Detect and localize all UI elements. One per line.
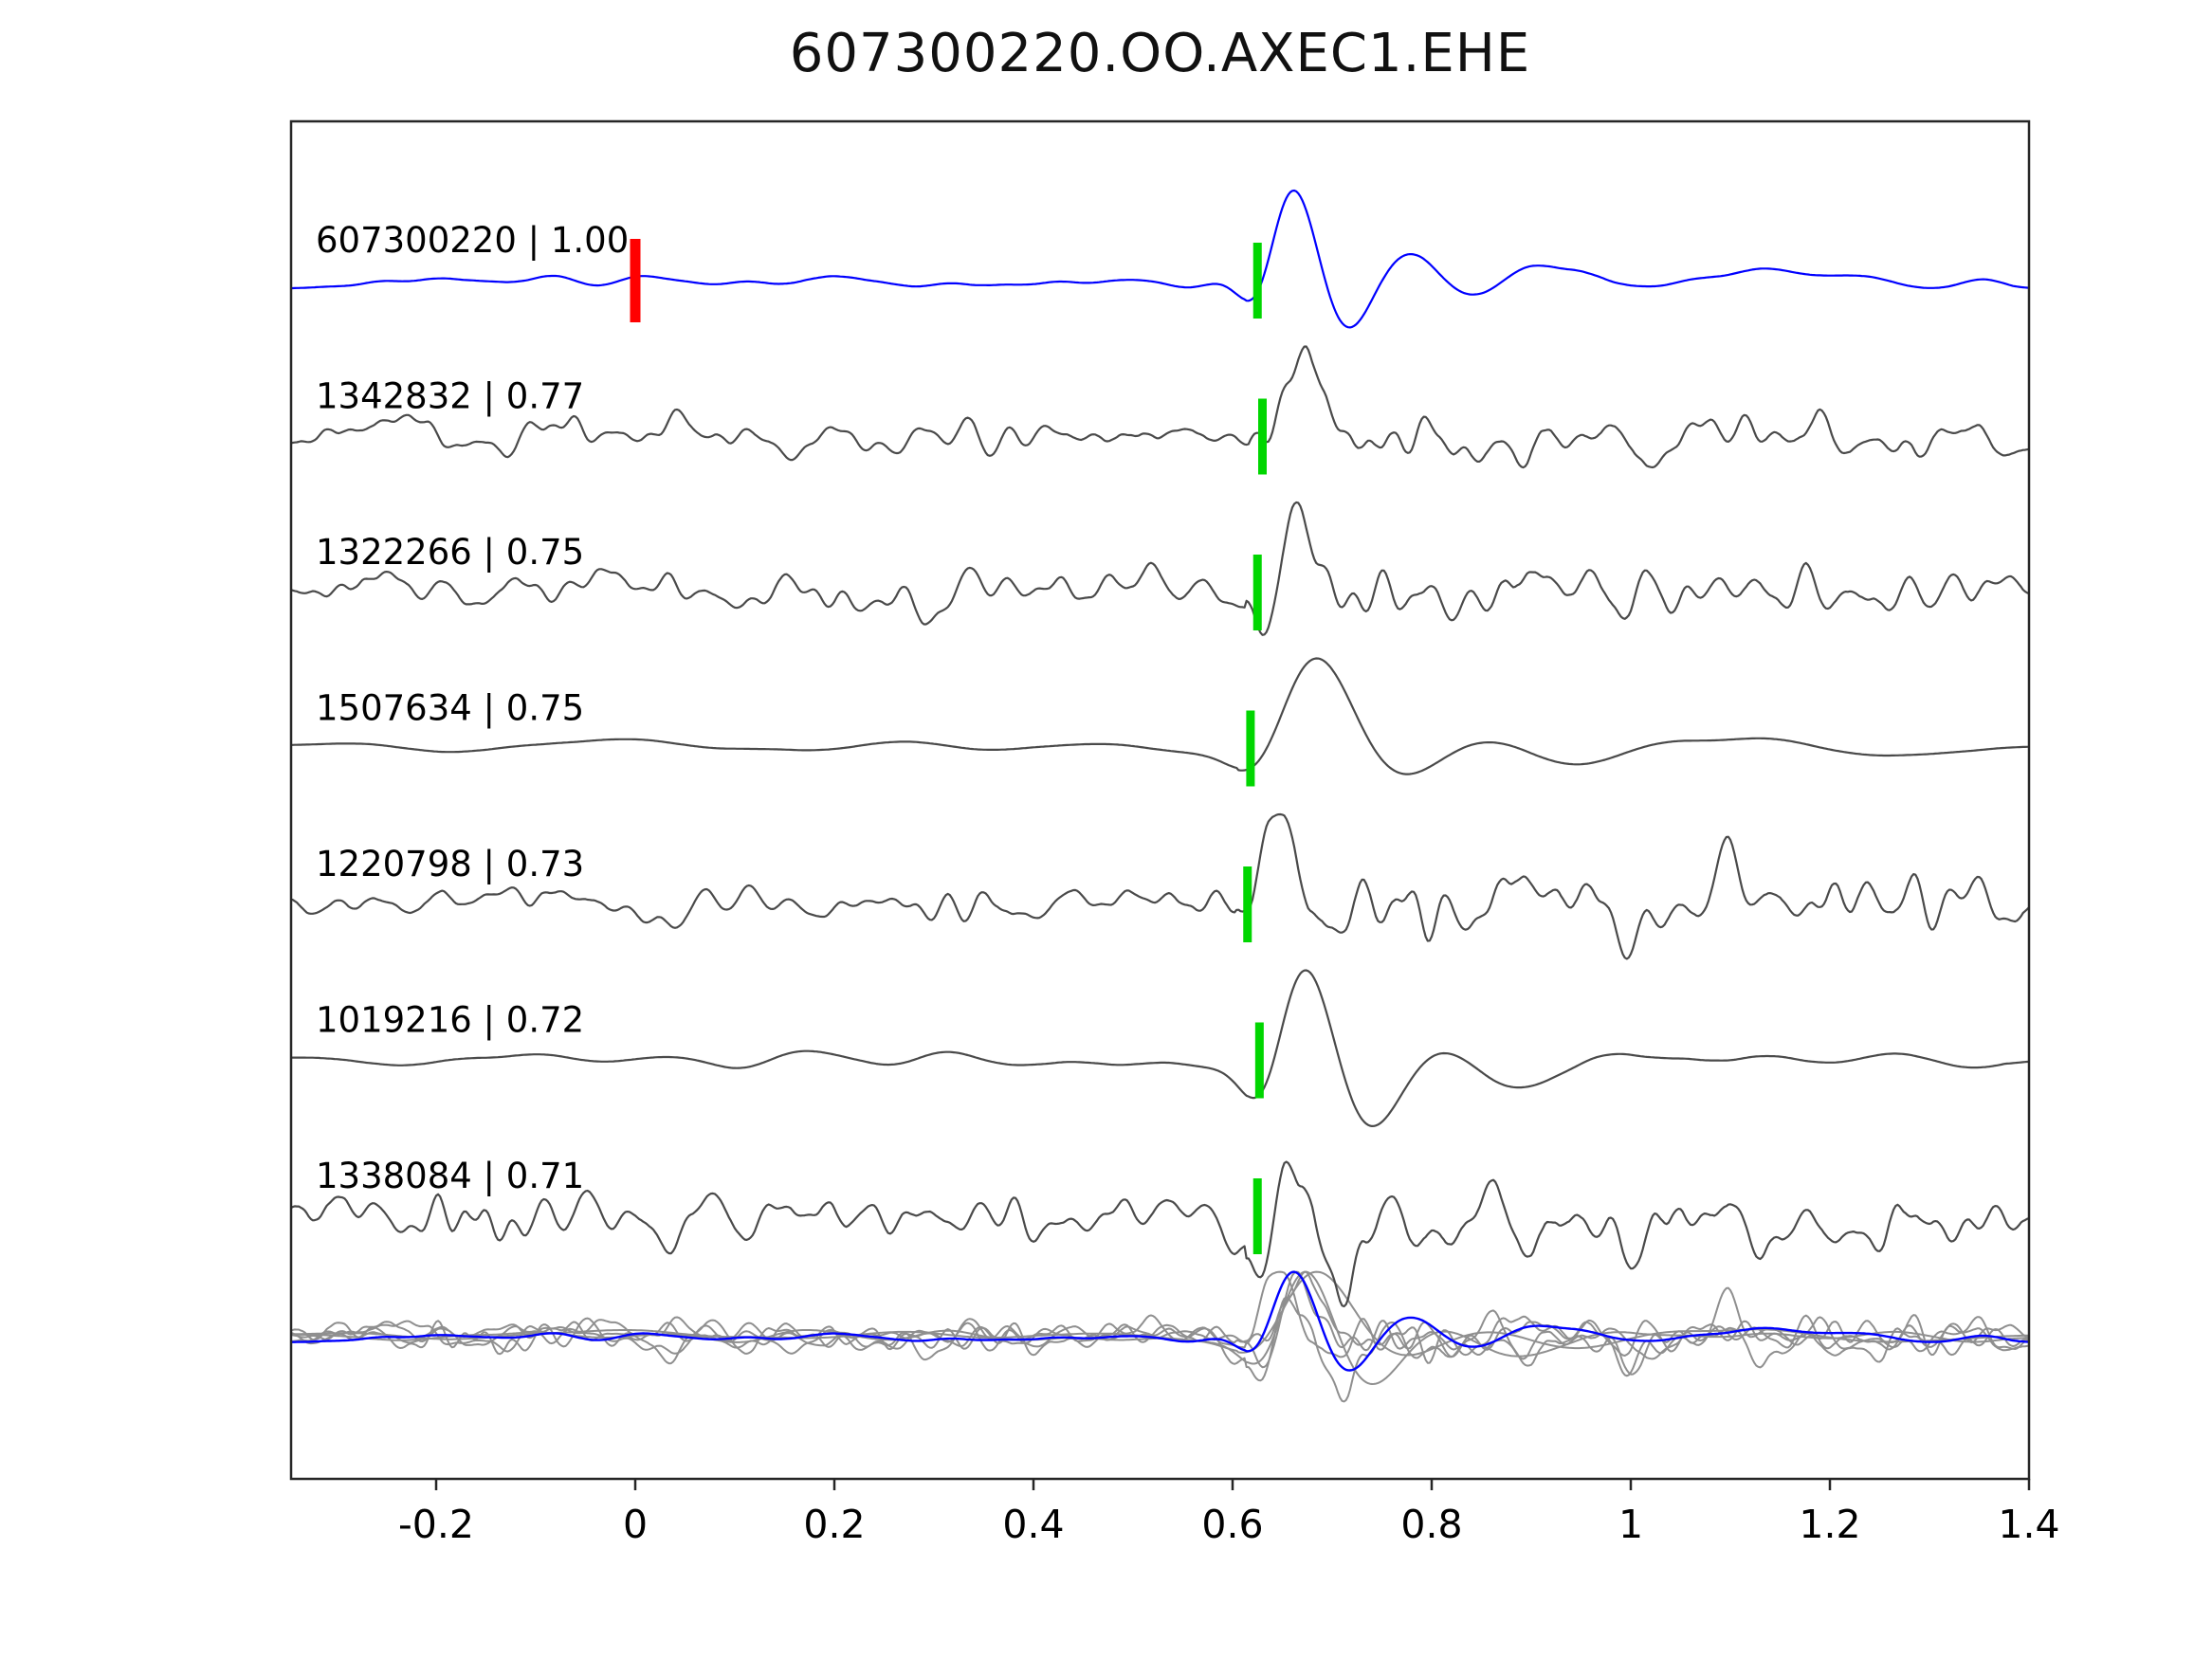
waveform-1220798 — [291, 812, 2029, 960]
figure-title: 607300220.OO.AXEC1.EHE — [789, 23, 1531, 84]
overlay-waveform-1338084 — [291, 1296, 2029, 1403]
x-tick-label: 0.6 — [1201, 1502, 1263, 1547]
x-tick-label: 0.4 — [1002, 1502, 1064, 1547]
waveform-1019216 — [291, 969, 2029, 1128]
waveform-1342832 — [291, 345, 2029, 469]
x-tick-label: 1.4 — [1998, 1502, 2059, 1547]
traces-layer — [291, 189, 2029, 1403]
trace-row-1322266 — [291, 501, 2029, 636]
x-tick-label: -0.2 — [398, 1502, 474, 1547]
x-tick-label: 1 — [1618, 1502, 1643, 1547]
labels-layer: 607300220 | 1.00 1342832 | 0.77 1322266 | … — [316, 220, 629, 1196]
waveform-607300220 — [291, 189, 2029, 329]
overlay-waveform-1220798 — [291, 1270, 2029, 1377]
overlay-waveform-1322266 — [291, 1270, 2029, 1369]
trace-label-1019216: 1019216 | 0.72 — [316, 1000, 584, 1041]
trace-row-1338084 — [291, 1160, 2029, 1308]
x-tick-label: 0.2 — [803, 1502, 865, 1547]
trace-row-1220798 — [291, 812, 2029, 960]
axes-box — [289, 119, 2031, 1481]
overlay-waveform-reference-607300220 — [291, 1270, 2029, 1372]
overlay-waveform-1342832 — [291, 1270, 2029, 1360]
x-axis-ticks: -0.2 0 0.2 0.4 0.6 0.8 1 1.2 1.4 — [398, 1479, 2060, 1547]
trace-label-1220798: 1220798 | 0.73 — [316, 844, 584, 884]
trace-label-607300220: 607300220 | 1.00 — [316, 220, 629, 261]
trace-label-1507634: 1507634 | 0.75 — [316, 688, 584, 729]
trace-label-1322266: 1322266 | 0.75 — [316, 532, 584, 573]
waveform-1507634 — [291, 657, 2029, 775]
trace-row-1507634 — [291, 657, 2029, 787]
trace-label-1342832: 1342832 | 0.77 — [316, 376, 584, 417]
trace-label-1338084: 1338084 | 0.71 — [316, 1156, 584, 1196]
x-tick-label: 0.8 — [1400, 1502, 1462, 1547]
x-tick-label: 0 — [623, 1502, 648, 1547]
overlay-row — [291, 1270, 2029, 1403]
waveform-1338084 — [291, 1160, 2029, 1308]
trace-row-1019216 — [291, 969, 2029, 1128]
x-tick-label: 1.2 — [1799, 1502, 1860, 1547]
trace-row-607300220 — [291, 189, 2029, 329]
waveform-1322266 — [291, 501, 2029, 636]
trace-row-1342832 — [291, 345, 2029, 475]
